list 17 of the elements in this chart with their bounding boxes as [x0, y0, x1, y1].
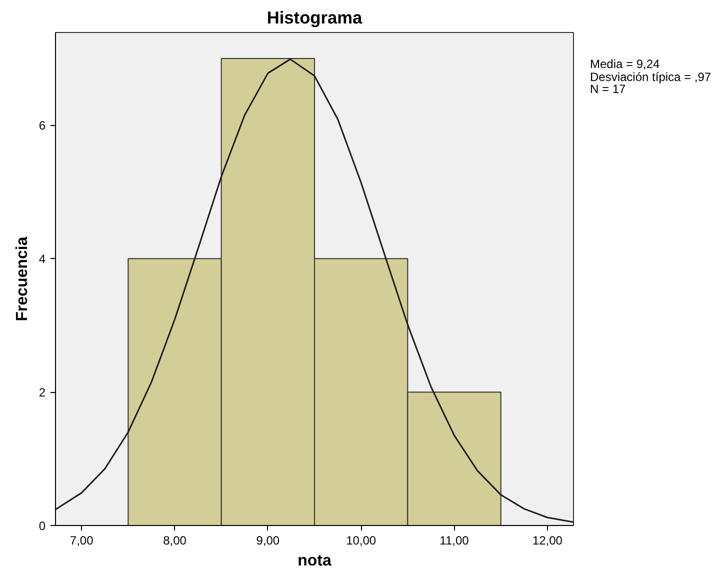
x-tick-label: 11,00 — [440, 534, 470, 548]
text: Desviación típica = ,97 — [590, 70, 712, 84]
y-tick-label: 0 — [38, 519, 46, 533]
x-tick-label: 10,00 — [346, 534, 376, 548]
text: N = 17 — [590, 82, 626, 96]
x-tick-label: 9,00 — [256, 534, 280, 548]
y-axis-title: Frecuencia — [14, 236, 31, 322]
text: Media = 9,24 — [590, 57, 660, 71]
x-tick-label: 8,00 — [163, 534, 187, 548]
x-tick-label: 12,00 — [532, 534, 563, 548]
chart-title: Histograma — [266, 8, 363, 28]
y-tick-label: 2 — [38, 386, 46, 400]
line-series — [56, 58, 574, 523]
y-tick-label: 6 — [38, 118, 46, 133]
x-axis-title: nota — [298, 552, 332, 570]
y-tick-label: 4 — [38, 252, 46, 266]
x-tick-label: 7,00 — [70, 534, 94, 548]
